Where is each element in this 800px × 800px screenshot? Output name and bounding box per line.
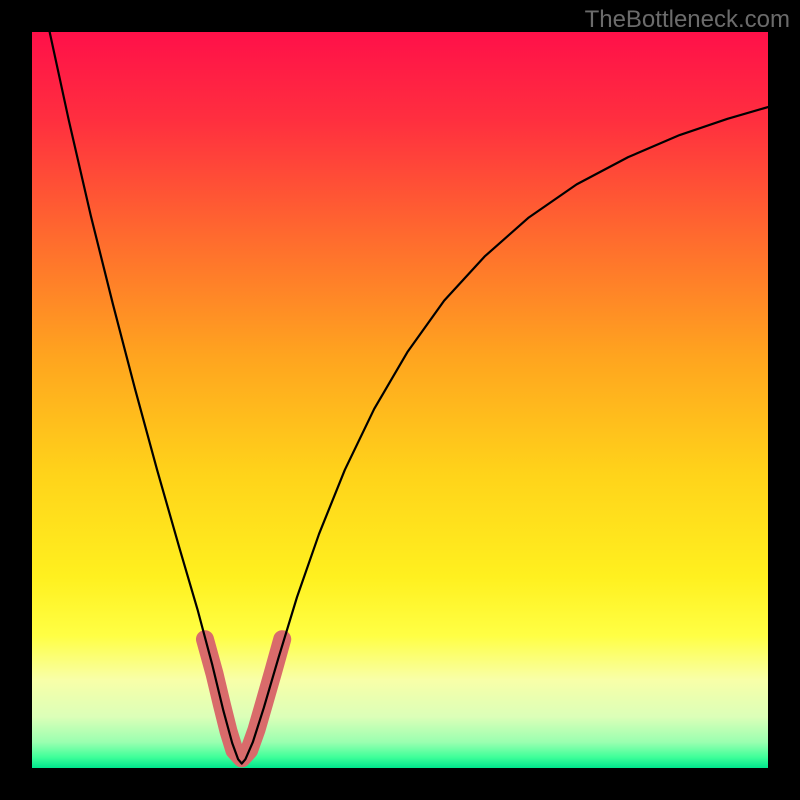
plot-area [32,32,768,768]
plot-svg [32,32,768,768]
gradient-background [32,32,768,768]
chart-frame: TheBottleneck.com [0,0,800,800]
watermark-text: TheBottleneck.com [585,6,790,34]
